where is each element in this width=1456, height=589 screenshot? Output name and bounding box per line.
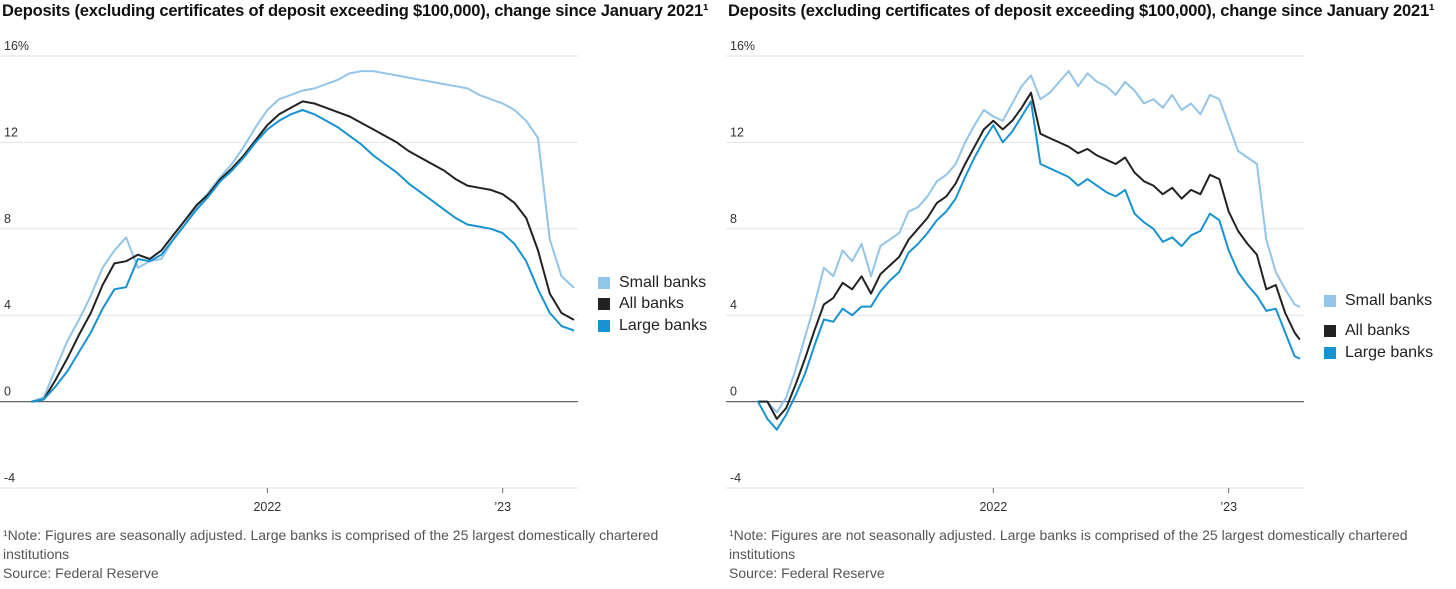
y-tick-label: 0: [4, 385, 11, 399]
legend-label: Small banks: [619, 273, 707, 291]
chart-title: Deposits (excluding certificates of depo…: [728, 2, 1435, 20]
footnote-block: ¹Note: Figures are seasonally adjusted. …: [3, 526, 703, 583]
legend-swatch: [598, 319, 610, 332]
legend-item-large-banks: Large banks: [598, 315, 707, 337]
x-tick-label: ’23: [1220, 500, 1237, 514]
footnote-source: Source: Federal Reserve: [3, 565, 159, 581]
legend-item-all-banks: All banks: [1324, 321, 1433, 343]
legend-swatch: [1324, 346, 1336, 359]
legend: Small banks All banks Large banks: [1324, 290, 1433, 364]
footnote-block: ¹Note: Figures are not seasonally adjust…: [729, 526, 1429, 583]
series-line-large-banks: [31, 109, 575, 403]
legend-label: All banks: [1345, 322, 1410, 340]
x-tick-label: ’23: [494, 500, 511, 514]
y-tick-label: 8: [730, 212, 737, 226]
series-line-all-banks: [757, 91, 1301, 420]
legend-item-small-banks: Small banks: [1324, 290, 1433, 312]
legend-item-large-banks: Large banks: [1324, 342, 1433, 364]
y-tick-label: 4: [730, 298, 737, 312]
x-tick-label: 2022: [979, 500, 1007, 514]
line-chart: -4 0 4 8 12 16% 2022 ’23: [726, 39, 1304, 514]
line-chart: -4 0 4 8 12 16% 2022 ’23: [0, 39, 578, 514]
legend-swatch: [598, 276, 610, 289]
y-tick-label: 16%: [730, 39, 755, 53]
series-line-large-banks: [757, 100, 1301, 431]
chart-panel-seasonally-adjusted: Deposits (excluding certificates of depo…: [0, 2, 708, 583]
legend-label: Large banks: [1345, 343, 1434, 361]
y-tick-label: 0: [730, 385, 737, 399]
y-tick-label: 12: [730, 125, 744, 139]
y-tick-label: -4: [4, 471, 15, 485]
legend: Small banks All banks Large banks: [598, 272, 707, 337]
legend-swatch: [598, 298, 610, 311]
chart-title: Deposits (excluding certificates of depo…: [2, 2, 709, 20]
series-line-all-banks: [31, 100, 575, 403]
chart-panel-not-seasonally-adjusted: Deposits (excluding certificates of depo…: [726, 0, 1454, 589]
y-tick-label: 16%: [4, 39, 29, 53]
footnote-source: Source: Federal Reserve: [729, 565, 885, 581]
series-line-small-banks: [757, 70, 1301, 414]
y-tick-label: 4: [4, 298, 11, 312]
legend-label: Large banks: [619, 316, 708, 334]
legend-swatch: [1324, 325, 1336, 338]
legend-item-small-banks: Small banks: [598, 272, 707, 294]
legend-item-all-banks: All banks: [598, 294, 707, 316]
footnote-note: ¹Note: Figures are seasonally adjusted. …: [3, 527, 659, 562]
footnote-note: ¹Note: Figures are not seasonally adjust…: [729, 527, 1408, 562]
y-tick-label: 12: [4, 125, 18, 139]
legend-label: All banks: [619, 295, 684, 313]
series-line-small-banks: [31, 70, 575, 403]
x-tick-label: 2022: [253, 500, 281, 514]
legend-label: Small banks: [1345, 291, 1433, 309]
y-tick-label: -4: [730, 471, 741, 485]
y-tick-label: 8: [4, 212, 11, 226]
legend-swatch: [1324, 294, 1336, 307]
